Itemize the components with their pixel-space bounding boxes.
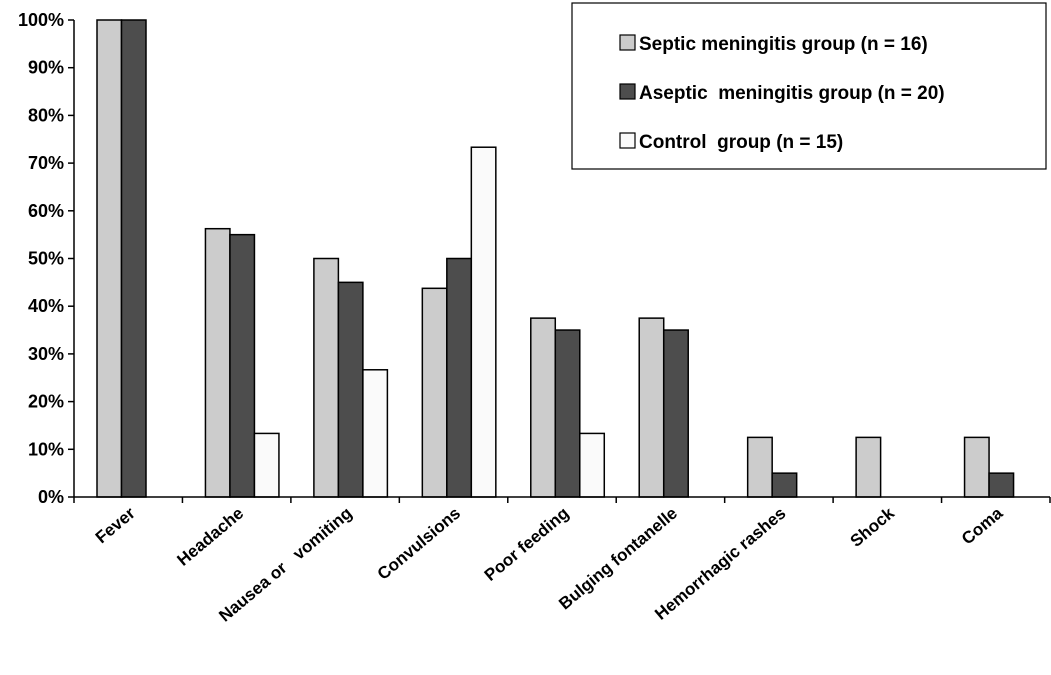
bar-poor-feeding-series-3 (579, 432, 606, 498)
bar-hemorrhagic-rashes-series-1 (746, 436, 773, 498)
bar-headache-series-3 (253, 432, 280, 498)
legend-label-1: Septic meningitis group (n = 16) (639, 34, 928, 55)
x-tick-label-coma: Coma (958, 503, 1007, 548)
bar-headache-series-1 (204, 227, 231, 498)
bar-shock-series-1 (855, 436, 882, 498)
bars-layer (96, 19, 1015, 498)
x-tick-label-bulging-fontanelle: Bulging fontanelle (555, 504, 681, 614)
y-tick-label: 50% (28, 249, 64, 269)
x-tick-label-shock: Shock (847, 503, 899, 551)
y-tick-label: 30% (28, 344, 64, 364)
y-tick-label: 80% (28, 105, 64, 125)
bar-coma-series-2 (988, 472, 1015, 498)
x-tick-label-headache: Headache (173, 504, 247, 570)
bar-bulging-fontanelle-series-1 (638, 317, 665, 498)
y-tick-label: 60% (28, 201, 64, 221)
x-tick-label-fever: Fever (92, 503, 139, 547)
bar-fever-series-1 (96, 19, 123, 498)
y-tick-label: 40% (28, 296, 64, 316)
legend-label-3: Control group (n = 15) (639, 132, 843, 153)
bar-bulging-fontanelle-series-2 (662, 329, 689, 498)
bar-hemorrhagic-rashes-series-2 (771, 472, 798, 498)
bar-nausea-or-vomiting-series-2 (337, 281, 364, 498)
legend-swatch-3 (619, 132, 636, 149)
bar-headache-series-2 (229, 233, 256, 498)
legend-swatch-2 (619, 83, 636, 100)
bar-convulsions-series-2 (446, 257, 473, 498)
y-tick-label: 90% (28, 58, 64, 78)
legend-swatch-1 (619, 34, 636, 51)
legend: Septic meningitis group (n = 16) Aseptic … (571, 2, 1047, 170)
y-tick-label: 0% (38, 487, 64, 507)
y-tick-label: 100% (18, 10, 64, 30)
bar-poor-feeding-series-2 (554, 329, 581, 498)
legend-label-2: Aseptic meningitis group (n = 20) (639, 83, 945, 104)
bar-nausea-or-vomiting-series-1 (313, 257, 340, 498)
x-tick-label-poor-feeding: Poor feeding (481, 504, 573, 585)
legend-box (571, 2, 1047, 170)
bar-fever-series-2 (120, 19, 147, 498)
bar-poor-feeding-series-1 (530, 317, 557, 498)
bar-convulsions-series-3 (470, 146, 497, 498)
y-tick-label: 20% (28, 392, 64, 412)
x-tick-label-convulsions: Convulsions (374, 504, 464, 584)
bar-convulsions-series-1 (421, 287, 448, 498)
bar-coma-series-1 (963, 436, 990, 498)
y-tick-label: 70% (28, 153, 64, 173)
bar-nausea-or-vomiting-series-3 (362, 369, 389, 498)
y-tick-label: 10% (28, 439, 64, 459)
